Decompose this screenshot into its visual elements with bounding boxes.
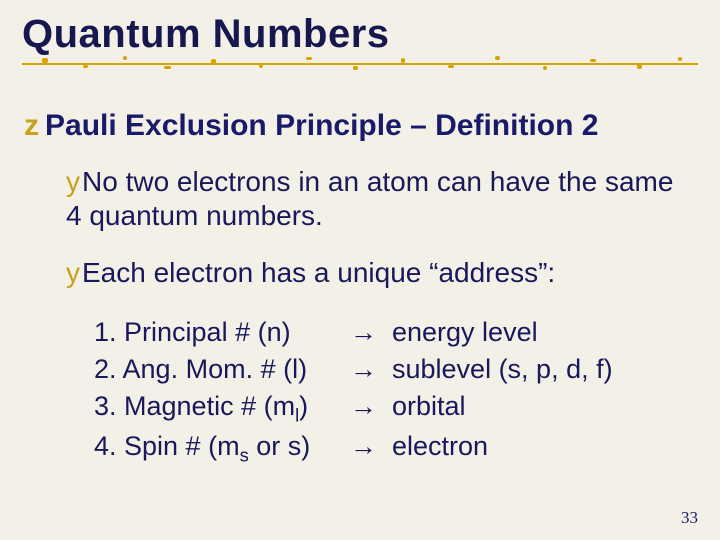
slide: Quantum Numbers zPauli Exclusion Princip…	[0, 0, 720, 540]
arrow-icon: →	[350, 428, 392, 465]
arrow-icon: →	[350, 314, 392, 351]
arrow-icon: →	[350, 351, 392, 388]
list-row: 1. Principal # (n) → energy level	[94, 314, 698, 351]
row-left-post: or s)	[249, 431, 311, 461]
row-left-post: )	[299, 391, 308, 421]
bullet-z-icon: z	[24, 109, 39, 142]
main-heading: zPauli Exclusion Principle – Definition …	[24, 109, 698, 143]
title-underline	[22, 63, 698, 81]
row-left-text: 2. Ang. Mom. # (l)	[94, 354, 307, 384]
quantum-number-list: 1. Principal # (n) → energy level 2. Ang…	[94, 314, 698, 468]
row-left-sub: s	[240, 444, 249, 465]
list-left: 2. Ang. Mom. # (l)	[94, 351, 350, 388]
list-row: 3. Magnetic # (ml) → orbital	[94, 388, 698, 428]
list-row: 2. Ang. Mom. # (l) → sublevel (s, p, d, …	[94, 351, 698, 388]
list-left: 3. Magnetic # (ml)	[94, 388, 350, 428]
list-right: orbital	[392, 388, 698, 425]
underline-bar	[22, 63, 698, 65]
list-left: 1. Principal # (n)	[94, 314, 350, 351]
list-right: sublevel (s, p, d, f)	[392, 351, 698, 388]
row-left-text: 1. Principal # (n)	[94, 317, 291, 347]
list-row: 4. Spin # (ms or s) → electron	[94, 428, 698, 468]
subpoint-2: yEach electron has a unique “address”:	[66, 256, 688, 290]
heading-text: Pauli Exclusion Principle – Definition 2	[45, 109, 598, 142]
page-number: 33	[681, 508, 698, 528]
subpoint-1-text: No two electrons in an atom can have the…	[66, 166, 673, 231]
subpoint-1: yNo two electrons in an atom can have th…	[66, 165, 688, 232]
list-right: energy level	[392, 314, 698, 351]
list-right: electron	[392, 428, 698, 465]
slide-title: Quantum Numbers	[22, 12, 698, 57]
bullet-y-icon: y	[66, 257, 80, 288]
arrow-icon: →	[350, 388, 392, 425]
bullet-y-icon: y	[66, 166, 80, 197]
subpoint-2-text: Each electron has a unique “address”:	[82, 257, 555, 288]
row-left-text: 4. Spin # (m	[94, 431, 240, 461]
row-left-text: 3. Magnetic # (m	[94, 391, 295, 421]
list-left: 4. Spin # (ms or s)	[94, 428, 350, 468]
